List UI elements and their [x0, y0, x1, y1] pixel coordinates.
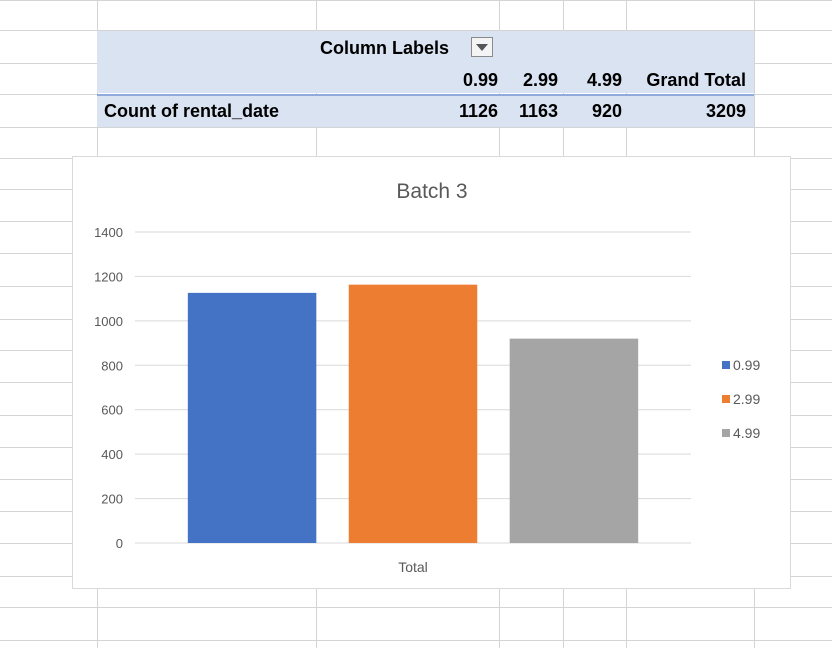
y-tick-label: 1000: [94, 314, 123, 329]
y-tick-label: 400: [101, 447, 123, 462]
bar-4-99[interactable]: [509, 338, 639, 543]
y-tick-label: 1200: [94, 269, 123, 284]
chart-title: Batch 3: [396, 180, 467, 203]
y-tick-label: 800: [101, 358, 123, 373]
pivot-column-labels: Column Labels: [320, 38, 450, 58]
pivot-value-0-99: 1126: [458, 101, 498, 121]
chevron-down-icon: [476, 43, 488, 51]
legend-label-0-99: 0.99: [733, 357, 760, 373]
pivot-value-grand-total: 3209: [705, 101, 746, 121]
legend-label-2-99: 2.99: [733, 391, 760, 407]
legend-swatch-2-99: [722, 395, 730, 403]
pivot-value-2-99: 1163: [518, 101, 558, 121]
pivot-header-2-99: 2.99: [522, 70, 558, 90]
pivot-values-band: [97, 94, 754, 127]
y-tick-label: 0: [116, 536, 123, 551]
pivot-row-label: Count of rental_date: [104, 101, 280, 121]
bar-chart: Batch 3 0 200 400 600 800 1000 1200 1400 Total 0.9…: [94, 180, 760, 575]
chart-area[interactable]: Batch 3 0 200 400 600 800 1000 1200 1400 Total 0.9…: [72, 156, 791, 589]
pivot-header-4-99: 4.99: [586, 70, 622, 90]
y-tick-label: 600: [101, 403, 123, 418]
pivot-header-grand-total: Grand Total: [646, 70, 746, 90]
bar-0-99[interactable]: [187, 292, 317, 543]
pivot-header-band: [97, 31, 754, 93]
legend-swatch-0-99: [722, 361, 730, 369]
legend-swatch-4-99: [722, 429, 730, 437]
x-category-label: Total: [398, 559, 428, 575]
bar-2-99[interactable]: [348, 284, 478, 543]
y-tick-label: 200: [101, 492, 123, 507]
y-tick-label: 1400: [94, 225, 123, 240]
legend-label-4-99: 4.99: [733, 425, 760, 441]
column-labels-filter-button[interactable]: [471, 37, 493, 57]
pivot-header-0-99: 0.99: [462, 70, 498, 90]
pivot-value-4-99: 920: [591, 101, 622, 121]
